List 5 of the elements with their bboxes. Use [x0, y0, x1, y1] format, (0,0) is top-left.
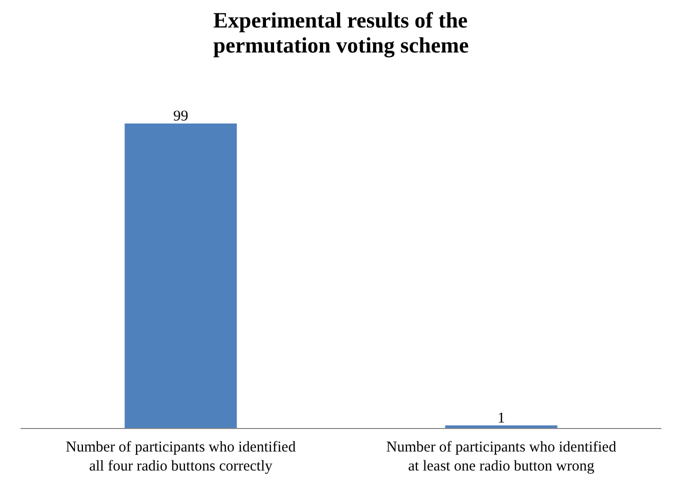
data-label: 1 [498, 410, 505, 426]
chart-title: Experimental results of the permutation voting scheme [213, 8, 469, 58]
data-label: 99 [173, 108, 188, 124]
x-tick-label: Number of participants who identified at least one radio button wrong [386, 440, 617, 475]
x-tick-label: Number of participants who identified all four radio buttons correctly [66, 440, 296, 475]
